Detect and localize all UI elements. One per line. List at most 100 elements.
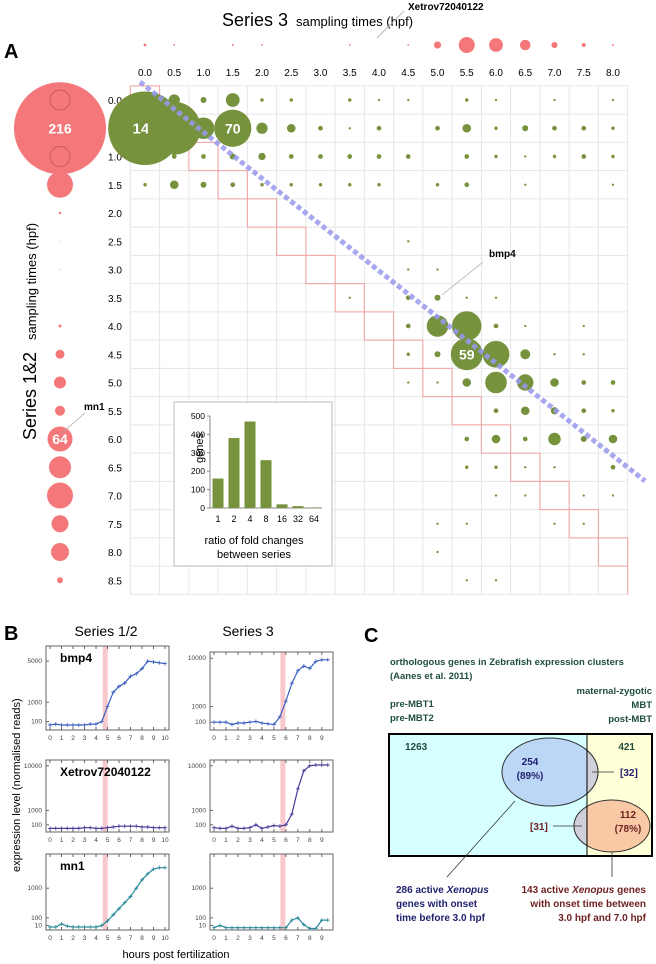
x-tick-label: 3.0 (314, 68, 328, 79)
y-tick-label: 3.0 (108, 266, 122, 277)
data-point-marker (265, 824, 270, 829)
diagonal-staircase-upper (130, 85, 629, 567)
matrix-bubble (494, 465, 498, 469)
data-point-marker (140, 824, 144, 829)
x-tick-label: 3 (83, 735, 87, 742)
y-tick-label: 2.0 (108, 209, 122, 220)
data-point-marker (241, 720, 246, 725)
histogram-x-tick-label: 2 (231, 514, 236, 524)
y-tick-label: 4.0 (108, 322, 122, 333)
histogram-bar (308, 507, 320, 508)
matrix-bubble (169, 180, 179, 190)
x-tick-label: 2 (71, 935, 75, 942)
matrix-bubble (524, 466, 527, 469)
x-tick-label: 2.0 (255, 68, 269, 79)
data-point-marker (271, 823, 276, 828)
x-tick-label: 0 (48, 735, 52, 742)
x-tick-label: 6 (284, 837, 288, 844)
plot-frame (209, 853, 334, 931)
matrix-bubble (435, 125, 440, 131)
x-tick-label: 7 (296, 935, 300, 942)
x-tick-label: 1.5 (226, 68, 240, 79)
data-point-marker (88, 722, 93, 727)
y-tick-label: 7.0 (108, 492, 122, 503)
c-orange-note-line3: 3.0 hpf and 7.0 hpf (558, 913, 646, 924)
x-tick-label: 10 (161, 935, 169, 942)
x-tick-label: 8 (140, 735, 144, 742)
line-plot-bmp4-series3: 0 1 2 3 4 5 6 7 8 9 100 1000 10000 (188, 651, 334, 742)
matrix-bubble (524, 324, 527, 328)
matrix-bubble (611, 126, 615, 130)
c-blue-count: 254 (522, 757, 539, 768)
series12-marginal-bubble (51, 515, 69, 533)
data-point-marker (229, 925, 234, 930)
matrix-bubble (608, 434, 618, 444)
matrix-bubble (610, 380, 616, 385)
matrix-bubble (611, 154, 615, 159)
data-point-marker (157, 825, 162, 830)
x-tick-label: 4 (260, 735, 264, 742)
data-point-marker (295, 915, 300, 920)
data-point-marker (157, 865, 162, 870)
data-point-marker (145, 871, 150, 876)
mbt-marker-band (102, 854, 108, 930)
series12-marginal-bubble (51, 543, 69, 561)
gene-label: mn1 (60, 859, 85, 873)
y-tick-label: 5.5 (108, 407, 122, 418)
matrix-bubble (553, 353, 556, 356)
x-tick-label: 2.5 (284, 68, 298, 79)
data-point-marker (223, 826, 228, 831)
x-tick-label: 8 (140, 935, 144, 942)
data-point-marker (277, 714, 282, 719)
x-tick-label: 5 (272, 935, 276, 942)
matrix-bubble (494, 579, 498, 582)
y-tick-label: 1000 (28, 807, 43, 814)
data-point-marker (122, 900, 127, 905)
diagonal-staircase-lower (129, 85, 629, 595)
x-tick-label: 7.0 (548, 68, 562, 79)
data-point-marker (134, 671, 139, 676)
x-tick-label: 2 (236, 735, 240, 742)
data-point-marker (265, 925, 270, 930)
matrix-bubble (407, 98, 410, 102)
x-tick-label: 0.5 (167, 68, 181, 79)
x-tick-label: 8.0 (606, 68, 620, 79)
data-point-marker (117, 684, 121, 689)
matrix-bubble (200, 97, 207, 103)
c-left-count: 1263 (405, 742, 428, 753)
matrix-bubble (171, 154, 177, 159)
y-tick-label: 10000 (24, 763, 42, 770)
matrix-bubble (407, 381, 410, 384)
matrix-bubble (485, 371, 507, 394)
matrix-bubble (552, 125, 557, 131)
y-tick-label: 3.5 (108, 294, 122, 305)
histogram-x-tick-label: 4 (247, 514, 252, 524)
c-blue-overlap-count: [32] (620, 768, 638, 779)
data-point-marker (59, 722, 64, 727)
matrix-bubble (493, 408, 499, 414)
matrix-bubble (611, 409, 615, 413)
matrix-bubble (348, 296, 351, 299)
matrix-bubble (462, 378, 472, 387)
matrix-bubble (348, 98, 352, 102)
callout-xetrov: Xetrov72040122 (408, 2, 484, 13)
data-point-marker (151, 825, 156, 830)
left-marginal-bubbles: 216 64 (14, 82, 106, 584)
series3-marginal-bubble (407, 44, 410, 46)
data-point-marker (319, 657, 324, 662)
matrix-bubble (581, 408, 587, 414)
c-orange-note-line1: 143 active Xenopus genes (521, 885, 646, 896)
data-point-marker (76, 826, 81, 831)
x-tick-label: 5 (272, 735, 276, 742)
histogram-bar (292, 506, 304, 508)
x-tick-label: 5.5 (460, 68, 474, 79)
x-tick-label: 7 (296, 837, 300, 844)
y-tick-label: 0.0 (108, 96, 122, 107)
data-point-marker (259, 720, 264, 725)
matrix-bubble (520, 406, 530, 416)
data-point-marker (247, 720, 252, 725)
matrix-bubble (256, 122, 268, 134)
data-point-marker (241, 826, 246, 831)
y-tick-label: 100 (31, 719, 42, 726)
